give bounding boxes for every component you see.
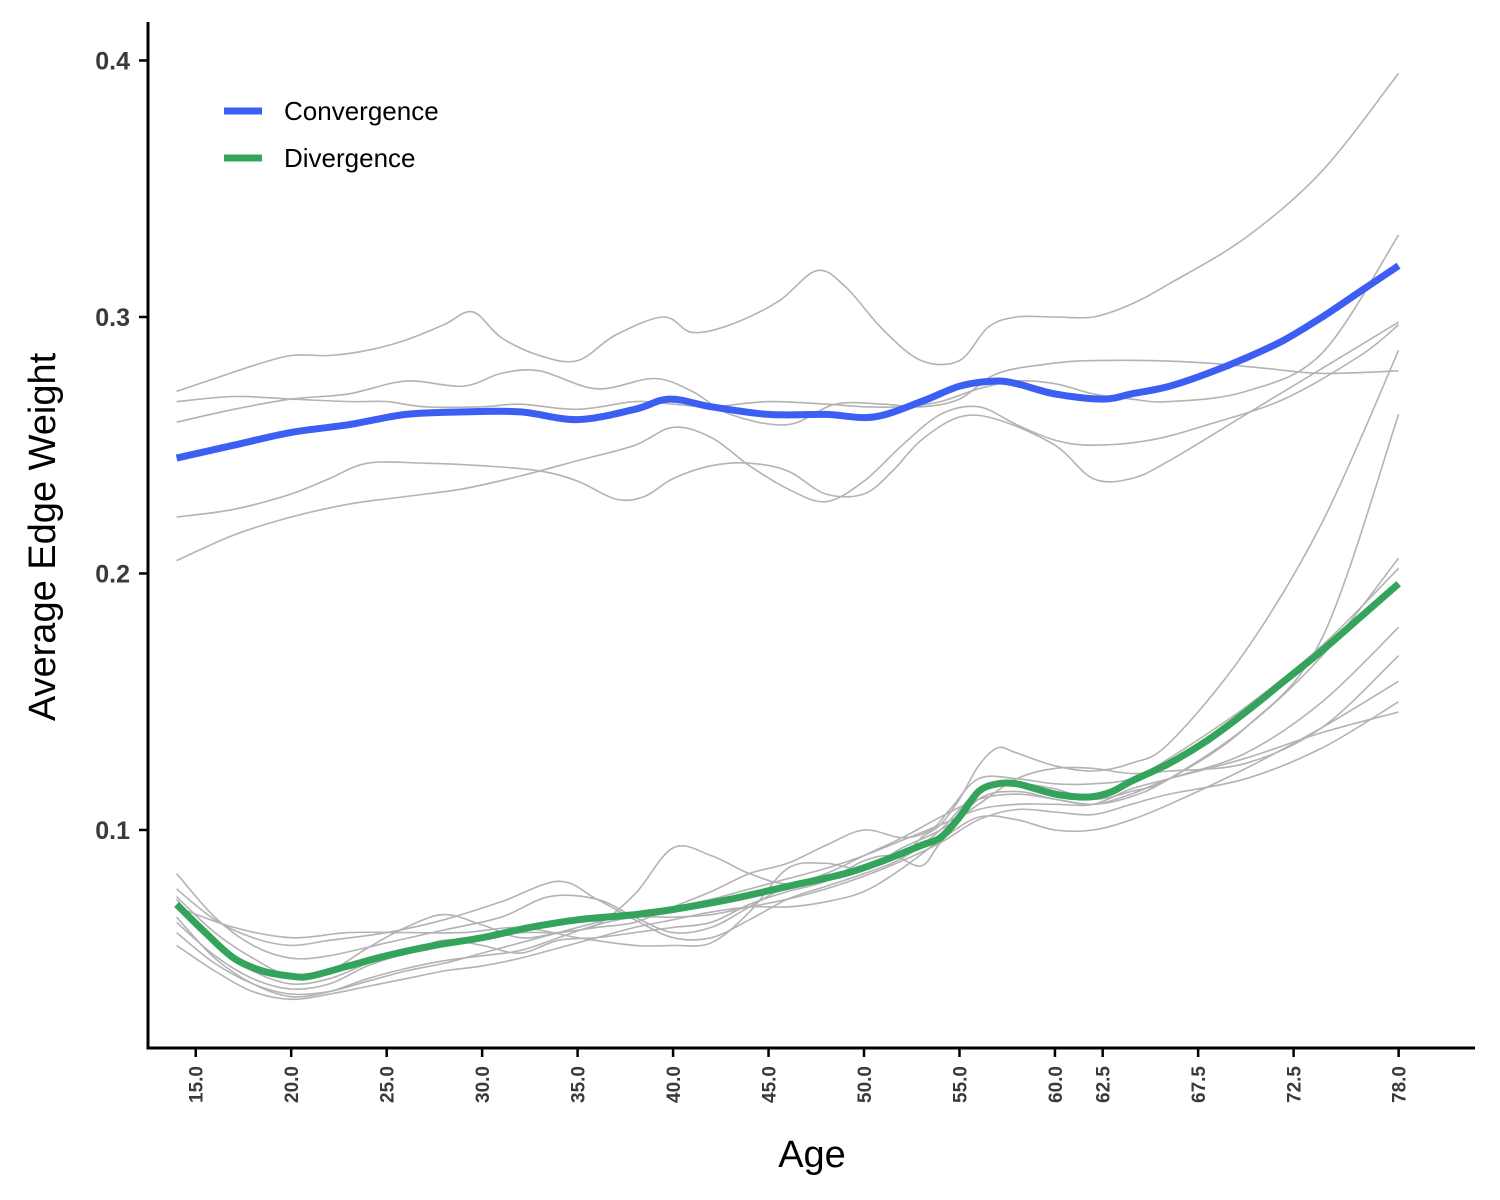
individual-line-14 — [176, 655, 1400, 947]
individual-line-10 — [176, 626, 1400, 990]
y-tick-label: 0.1 — [95, 817, 130, 845]
individual-line-9 — [175, 567, 1400, 985]
convergence-line — [175, 262, 1401, 462]
x-tick-label: 62.5 — [1094, 1066, 1115, 1103]
x-tick-label: 40.0 — [664, 1066, 685, 1103]
group-mean-lines — [174, 262, 1401, 981]
legend: Convergence Divergence — [224, 96, 439, 173]
individual-line-7 — [176, 414, 1400, 947]
individual-line-2 — [176, 234, 1400, 411]
individual-line-11 — [176, 711, 1399, 996]
x-tick-label: 30.0 — [473, 1066, 494, 1103]
x-tick-label: 60.0 — [1046, 1066, 1067, 1103]
x-tick-label: 25.0 — [378, 1066, 399, 1103]
individual-line-1 — [176, 72, 1400, 393]
axes — [146, 22, 1475, 1050]
legend-label-divergence: Divergence — [284, 143, 416, 173]
divergence-line — [174, 581, 1401, 981]
individual-line-3 — [176, 359, 1399, 426]
x-tick-label: 15.0 — [187, 1066, 208, 1103]
x-tick-label: 78.0 — [1390, 1066, 1411, 1103]
y-tick-label: 0.2 — [95, 560, 130, 588]
x-axis-title: Age — [778, 1134, 846, 1176]
individual-line-12 — [176, 701, 1400, 998]
tick-labels: 0.1 0.2 0.3 0.4 15.0 20.0 25.0 30.0 35.0 40.0 45.0… — [95, 47, 1410, 1103]
individual-line-4 — [176, 321, 1400, 518]
individual-trajectories — [175, 72, 1400, 1001]
x-tick-label: 72.5 — [1285, 1066, 1306, 1103]
x-tick-label: 55.0 — [951, 1066, 972, 1103]
y-tick-label: 0.3 — [95, 304, 130, 332]
x-tick-label: 50.0 — [855, 1066, 876, 1103]
x-tick-label: 45.0 — [760, 1066, 781, 1103]
x-tick-label: 67.5 — [1189, 1066, 1210, 1103]
individual-line-5 — [176, 324, 1400, 562]
x-tick-label: 35.0 — [569, 1066, 590, 1103]
x-tick-label: 20.0 — [282, 1066, 303, 1103]
y-tick-label: 0.4 — [95, 47, 130, 75]
individual-line-13 — [176, 680, 1400, 1001]
legend-label-convergence: Convergence — [284, 96, 439, 126]
y-axis-title: Average Edge Weight — [22, 352, 64, 721]
